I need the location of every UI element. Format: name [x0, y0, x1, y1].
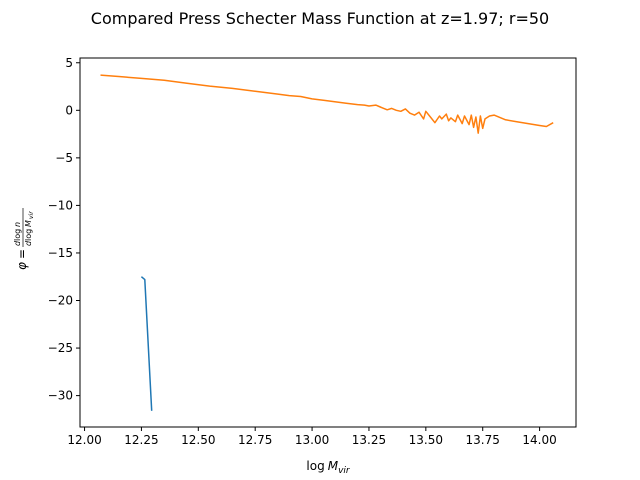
y-tick-label: −5: [55, 151, 73, 165]
x-axis-label: log Mvir: [306, 459, 350, 476]
y-tick-label: −30: [48, 389, 73, 403]
svg-text:d: d: [13, 240, 22, 246]
x-tick-label: 12.25: [124, 433, 158, 447]
x-tick-label: 14.00: [522, 433, 556, 447]
y-tick-label: −25: [48, 341, 73, 355]
svg-text:n: n: [13, 222, 22, 227]
svg-text:=: =: [15, 249, 29, 259]
series-line-2: [100, 74, 554, 134]
y-tick-label: −10: [48, 198, 73, 212]
svg-text:vir: vir: [28, 211, 35, 219]
x-tick-label: 12.00: [67, 433, 101, 447]
plot-area: 12.00 12.25 12.50 12.75 13.00 13.25 13.50 13.75…: [48, 56, 577, 447]
x-tick-label: 13.75: [466, 433, 500, 447]
y-tick-label: −15: [48, 246, 73, 260]
svg-text:φ: φ: [15, 262, 29, 270]
x-tick-label: 12.75: [238, 433, 272, 447]
x-tick-label: 13.50: [409, 433, 443, 447]
series-line-1: [140, 276, 153, 411]
y-tick-label: 5: [65, 56, 73, 70]
chart-title: Compared Press Schecter Mass Function at…: [91, 9, 549, 28]
x-tick-label: 13.25: [352, 433, 386, 447]
y-axis-ticks: 5 0 −5 −10 −15 −20 −25 −30: [48, 56, 80, 403]
y-axis-label: φ = d log n d log M vir: [13, 208, 35, 270]
axes-frame: [79, 57, 577, 428]
svg-text:M: M: [24, 220, 33, 227]
y-tick-label: −20: [48, 294, 73, 308]
series-layer: [100, 74, 554, 411]
svg-text:log: log: [24, 229, 33, 241]
x-tick-label: 13.00: [295, 433, 329, 447]
svg-text:d: d: [24, 240, 33, 246]
svg-text:log: log: [13, 229, 22, 241]
y-tick-label: 0: [65, 103, 73, 117]
x-tick-label: 12.50: [181, 433, 215, 447]
x-axis-ticks: 12.00 12.25 12.50 12.75 13.00 13.25 13.50 13.75…: [67, 427, 557, 447]
